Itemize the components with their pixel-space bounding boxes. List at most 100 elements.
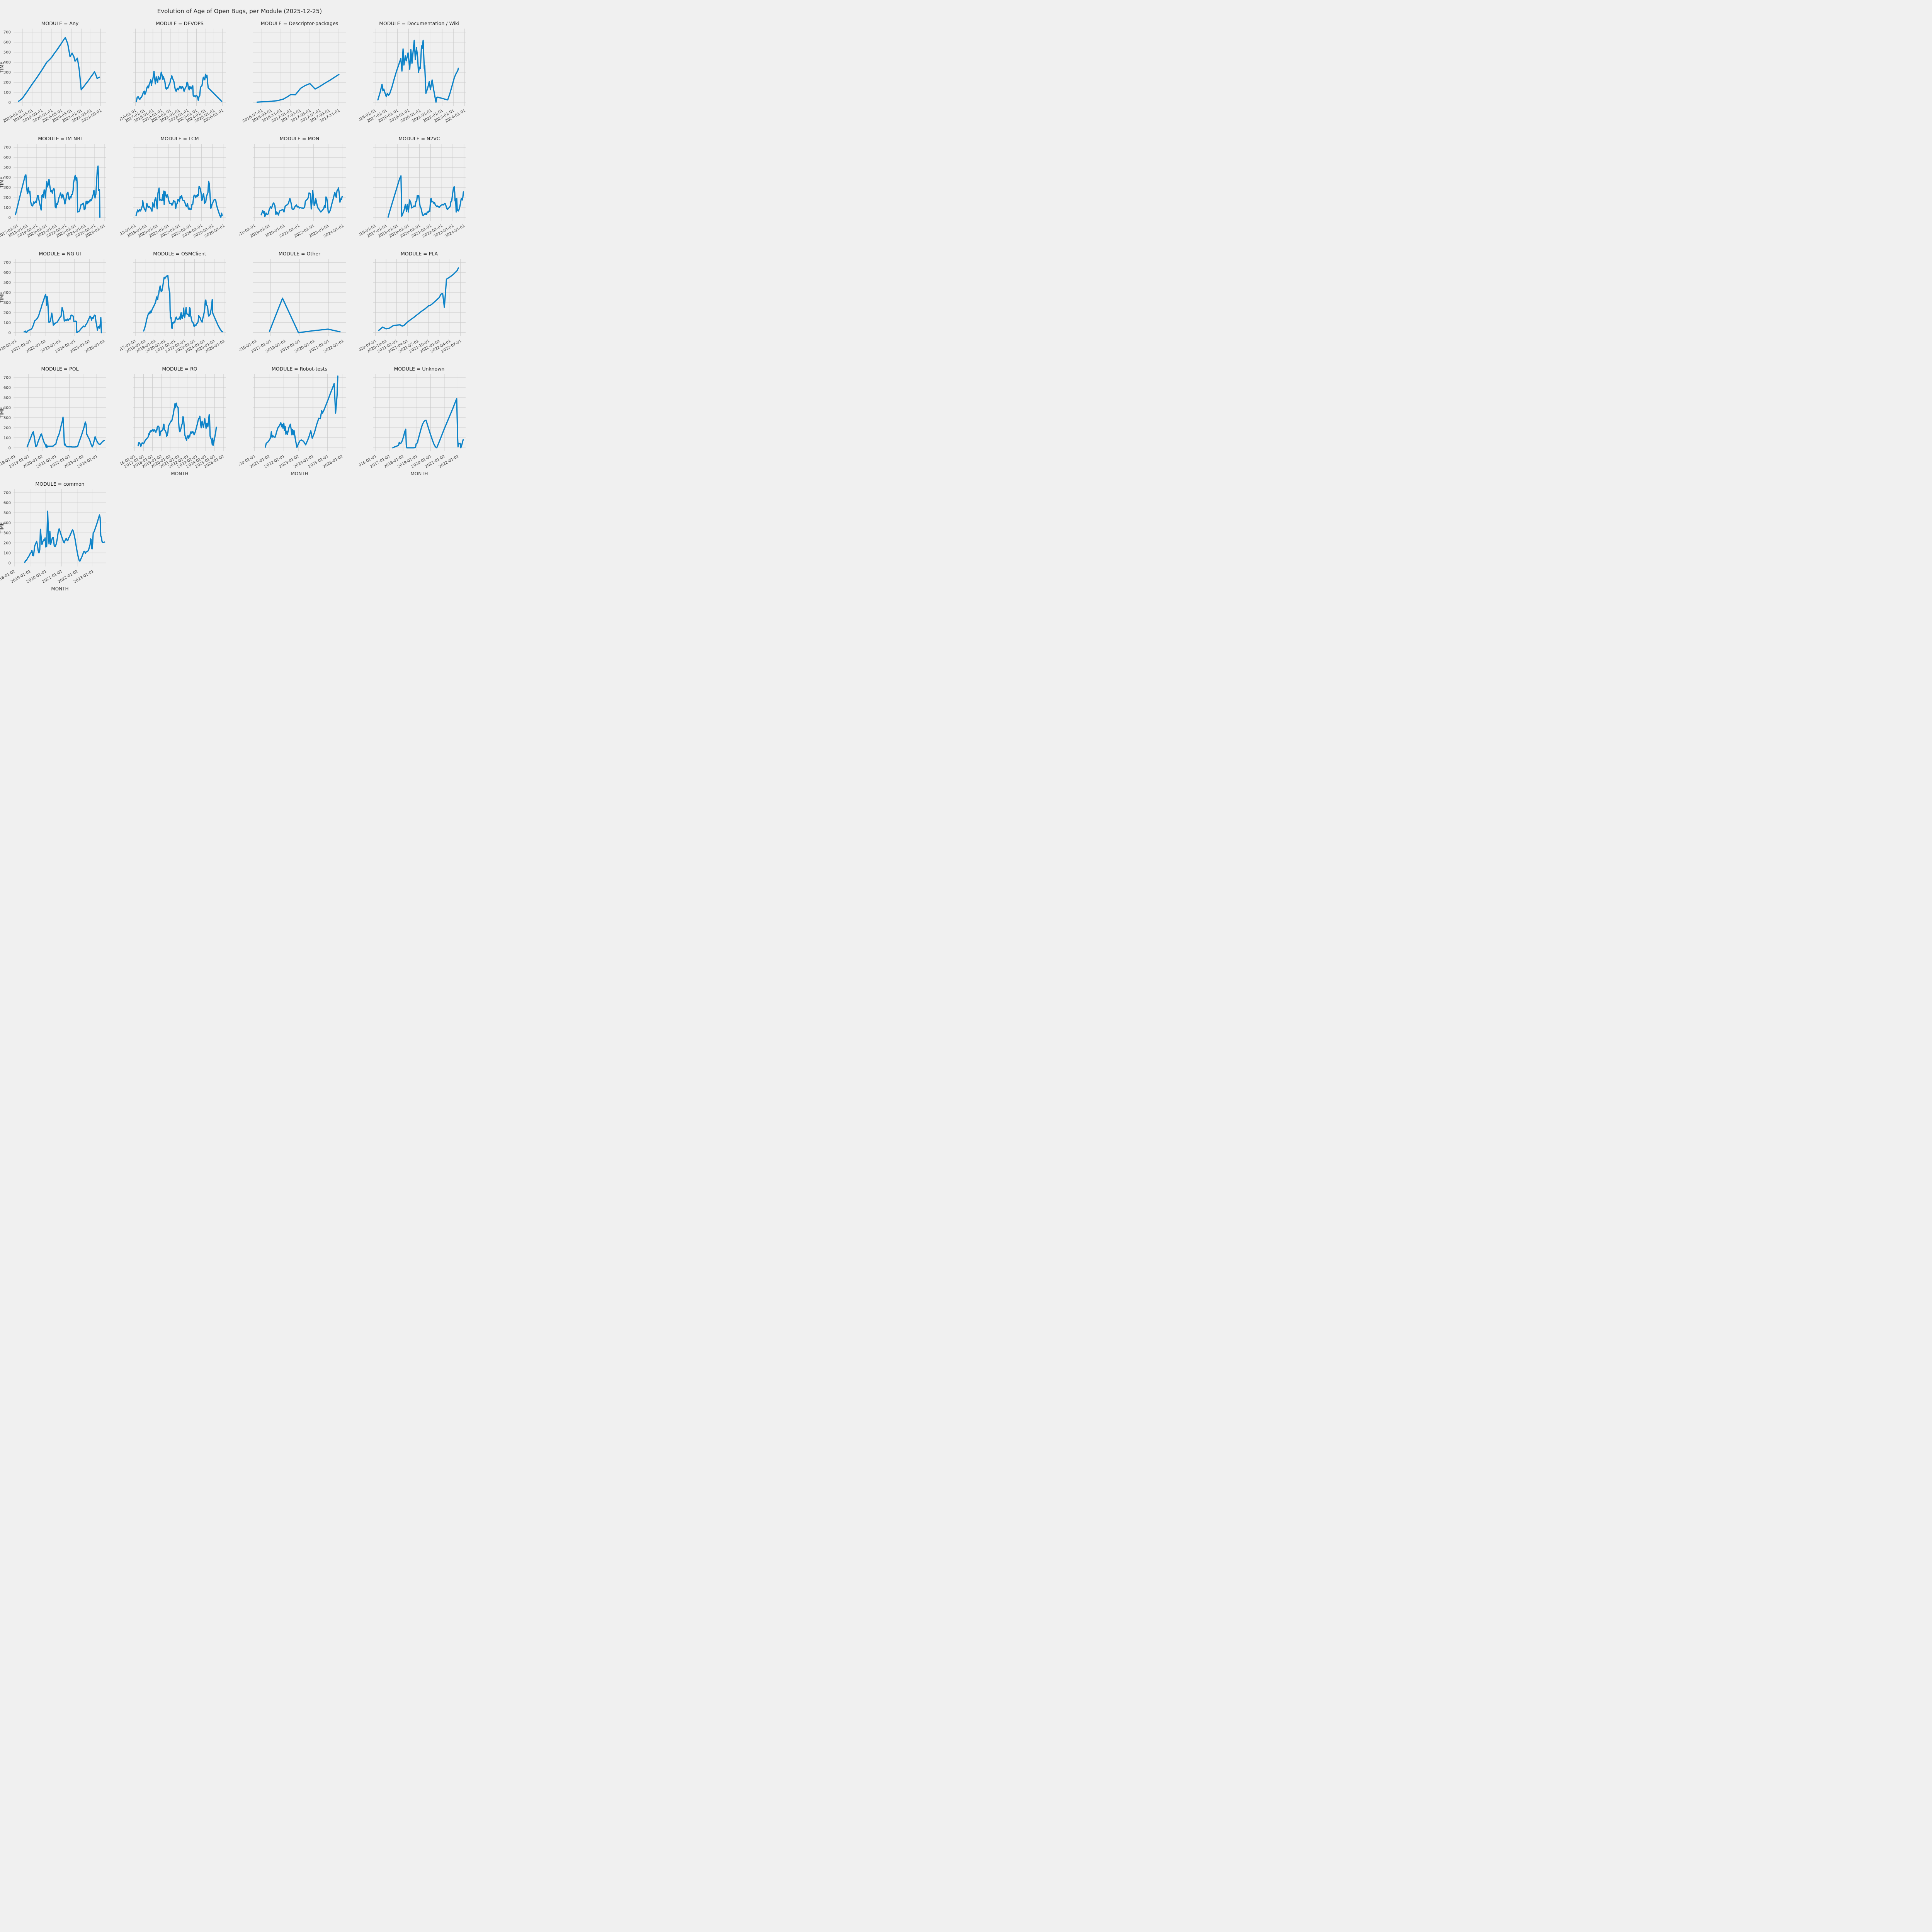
data-series: [23, 294, 102, 333]
facet-cell-16: MODULE = common 2018-01-01 2019-01-01 2020-…: [0, 478, 120, 593]
facet-cell-1: MODULE = DEVOPS 2016-01-01 2017-01-01 2018-…: [120, 17, 240, 132]
facet-cell-4: MODULE = IM-NBI 2017-01-01 2018-01-01 2019-…: [0, 132, 120, 247]
data-series: [136, 70, 223, 102]
data-series: [392, 398, 464, 449]
line-chart-devops: 2016-01-012017-01-012018-01-012019-01-01…: [120, 29, 226, 124]
facet-cell-5: MODULE = LCM 2018-01-01 2019-01-01 2020-01-…: [120, 132, 240, 247]
y-tick-label: 400: [3, 291, 11, 295]
y-tick-label: 500: [3, 511, 11, 515]
facet-cell-10: MODULE = Other 2016-01-01 2017-01-01 2018-0…: [240, 247, 359, 362]
data-series: [260, 187, 343, 217]
line-chart-ro: 2016-01-012017-01-012018-01-012019-01-01…: [120, 374, 226, 476]
chart-title: MODULE = Descriptor-packages: [260, 20, 338, 26]
y-tick-label: 700: [3, 146, 11, 150]
facet-cell-12: MODULE = POL 2018-01-01 2019-01-01 2020-01-…: [0, 362, 120, 478]
y-tick-label: 100: [3, 206, 11, 210]
y-axis-label: TIME: [0, 62, 5, 73]
x-axis-label: MONTH: [51, 586, 68, 592]
chart-title: MODULE = Robot-tests: [272, 366, 327, 372]
line-chart-pla: 2020-07-012020-10-012021-01-012021-04-01…: [359, 259, 466, 354]
data-series: [378, 267, 459, 331]
facet-cell-3: MODULE = Documentation / Wiki 2016-01-01 2…: [359, 17, 479, 132]
y-tick-label: 200: [3, 311, 11, 315]
data-series: [18, 37, 100, 102]
chart-title: MODULE = Other: [278, 251, 321, 257]
data-series: [135, 180, 223, 218]
y-tick-label: 500: [3, 51, 11, 55]
y-tick-label: 0: [9, 446, 11, 450]
data-series: [256, 74, 340, 103]
y-tick-label: 600: [3, 41, 11, 45]
line-chart-mon: 2018-01-012019-01-012020-01-012021-01-01…: [240, 144, 346, 239]
data-series: [26, 417, 105, 448]
y-axis-label: TIME: [0, 407, 5, 419]
y-tick-label: 0: [9, 216, 11, 220]
chart-title: MODULE = LCM: [160, 136, 199, 141]
y-tick-label: 700: [3, 261, 11, 265]
chart-title: MODULE = Unknown: [394, 366, 445, 372]
y-tick-label: 300: [3, 531, 11, 535]
y-tick-label: 200: [3, 196, 11, 200]
chart-title: MODULE = common: [35, 481, 85, 487]
line-chart-n2vc: 2016-01-012017-01-012018-01-012019-01-01…: [359, 144, 466, 239]
y-tick-label: 600: [3, 386, 11, 390]
y-tick-label: 0: [9, 100, 11, 105]
x-axis-label: MONTH: [171, 471, 188, 476]
y-tick-label: 200: [3, 541, 11, 545]
y-tick-label: 300: [3, 185, 11, 190]
line-chart-osmclient: 2017-01-012018-01-012019-01-012020-01-01…: [120, 259, 226, 354]
chart-title: MODULE = RO: [162, 366, 197, 372]
line-chart-lcm: 2018-01-012019-01-012020-01-012021-01-01…: [120, 144, 226, 239]
data-series: [24, 510, 105, 563]
data-series: [137, 402, 217, 447]
y-tick-label: 300: [3, 301, 11, 305]
chart-title: MODULE = OSMClient: [153, 251, 206, 257]
x-axis-label: MONTH: [291, 471, 308, 476]
y-tick-label: 600: [3, 501, 11, 505]
y-tick-label: 600: [3, 271, 11, 275]
facet-cell-7: MODULE = N2VC 2016-01-01 2017-01-01 2018-01…: [359, 132, 479, 247]
data-series: [15, 165, 101, 218]
y-tick-label: 100: [3, 551, 11, 555]
y-tick-label: 300: [3, 416, 11, 420]
y-tick-label: 300: [3, 70, 11, 75]
y-tick-label: 500: [3, 281, 11, 285]
line-chart-robot-tests: 2020-01-012021-01-012022-01-012023-01-01…: [240, 374, 346, 476]
chart-title: MODULE = PLA: [400, 251, 438, 257]
chart-title: MODULE = Any: [41, 20, 79, 26]
line-chart-ng-ui: 2020-01-012021-01-012022-01-012023-01-01…: [0, 259, 106, 354]
y-axis-label: TIME: [0, 522, 5, 534]
line-chart-pol: 2018-01-012019-01-012020-01-012021-01-01…: [0, 374, 106, 469]
line-chart-documentation-wiki: 2016-01-012017-01-012018-01-012019-01-01…: [359, 29, 466, 124]
facet-cell-14: MODULE = Robot-tests 2020-01-01 2021-01-01…: [240, 362, 359, 478]
y-tick-label: 0: [9, 561, 11, 565]
data-series: [143, 275, 223, 333]
chart-title: MODULE = DEVOPS: [156, 20, 204, 26]
data-series: [265, 375, 338, 448]
facet-cell-6: MODULE = MON 2018-01-01 2019-01-01 2020-01-…: [240, 132, 359, 247]
chart-title: MODULE = NG-UI: [39, 251, 81, 257]
data-series: [377, 39, 459, 103]
line-chart-descriptor-packages: 2016-07-012016-09-012016-11-012017-01-01…: [242, 29, 346, 124]
line-chart-any: 2019-01-012019-05-012019-09-012020-01-01…: [0, 29, 106, 124]
y-tick-label: 100: [3, 90, 11, 95]
y-tick-label: 200: [3, 80, 11, 85]
facet-cell-9: MODULE = OSMClient 2017-01-01 2018-01-01 20…: [120, 247, 240, 362]
line-chart-unknown: 2016-01-012017-01-012018-01-012019-01-01…: [359, 374, 466, 476]
y-tick-label: 500: [3, 166, 11, 170]
chart-title: MODULE = MON: [279, 136, 320, 141]
y-tick-label: 700: [3, 31, 11, 35]
y-tick-label: 400: [3, 61, 11, 65]
y-tick-label: 400: [3, 521, 11, 526]
y-tick-label: 700: [3, 491, 11, 495]
chart-title: MODULE = N2VC: [398, 136, 440, 141]
chart-title: MODULE = POL: [41, 366, 79, 372]
line-chart-other: 2016-01-012017-01-012018-01-012019-01-01…: [240, 259, 346, 354]
line-chart-im-nbi: 2017-01-012018-01-012019-01-012020-01-01…: [0, 144, 106, 239]
data-series: [387, 175, 464, 218]
data-series: [269, 298, 341, 333]
y-tick-label: 500: [3, 396, 11, 400]
facet-cell-13: MODULE = RO 2016-01-01 2017-01-01 2018-01-0…: [120, 362, 240, 478]
y-tick-label: 600: [3, 156, 11, 160]
y-tick-label: 700: [3, 376, 11, 380]
